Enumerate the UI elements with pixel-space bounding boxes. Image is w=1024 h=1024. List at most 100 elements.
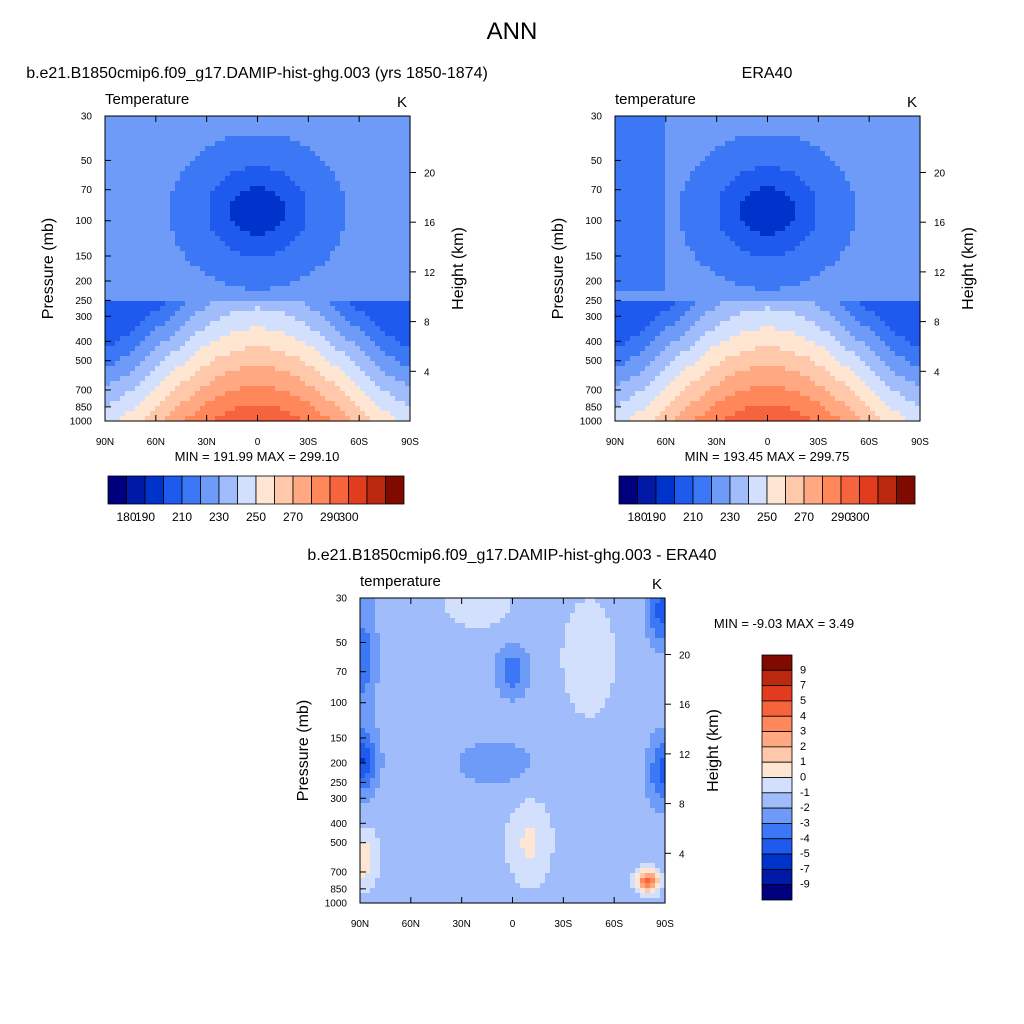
- contour-cell: [335, 121, 341, 127]
- contour-cell: [275, 131, 281, 137]
- contour-cell: [130, 166, 136, 172]
- contour-cell: [260, 191, 266, 197]
- contour-cell: [395, 366, 401, 372]
- contour-cell: [635, 151, 641, 157]
- contour-cell: [225, 221, 231, 227]
- contour-cell: [280, 286, 286, 292]
- contour-cell: [315, 176, 321, 182]
- contour-cell: [385, 346, 391, 352]
- contour-cell: [115, 251, 121, 257]
- contour-cell: [405, 256, 411, 262]
- contour-cell: [360, 261, 366, 267]
- y-tick-label: 30: [81, 112, 93, 123]
- contour-cell: [140, 321, 146, 327]
- contour-cell: [240, 411, 246, 417]
- contour-cell: [235, 331, 241, 337]
- contour-cell: [115, 271, 121, 277]
- contour-cell: [335, 206, 341, 212]
- contour-cell: [115, 331, 121, 337]
- contour-cell: [335, 246, 341, 252]
- contour-cell: [125, 321, 131, 327]
- contour-cell: [345, 131, 351, 137]
- contour-cell: [265, 221, 271, 227]
- contour-cell: [110, 401, 116, 407]
- contour-cell: [245, 221, 251, 227]
- contour-cell: [330, 146, 336, 152]
- contour-cell: [165, 221, 171, 227]
- contour-cell: [305, 371, 311, 377]
- contour-cell: [690, 166, 696, 172]
- contour-cell: [625, 281, 631, 287]
- contour-cell: [125, 121, 131, 127]
- contour-cell: [150, 196, 156, 202]
- contour-cell: [385, 131, 391, 137]
- contour-cell: [300, 151, 306, 157]
- contour-cell: [300, 371, 306, 377]
- contour-cell: [640, 236, 646, 242]
- contour-cell: [145, 336, 151, 342]
- contour-cell: [265, 286, 271, 292]
- contour-cell: [110, 151, 116, 157]
- contour-cell: [675, 351, 681, 357]
- contour-cell: [110, 406, 116, 412]
- contour-cell: [180, 241, 186, 247]
- contour-cell: [195, 326, 201, 332]
- contour-cell: [385, 241, 391, 247]
- contour-cell: [215, 281, 221, 287]
- contour-cell: [360, 181, 366, 187]
- contour-cell: [250, 351, 256, 357]
- contour-cell: [630, 241, 636, 247]
- contour-cell: [640, 256, 646, 262]
- contour-cell: [200, 361, 206, 367]
- contour-cell: [395, 156, 401, 162]
- contour-cell: [665, 191, 671, 197]
- contour-cell: [165, 161, 171, 167]
- contour-cell: [390, 226, 396, 232]
- contour-cell: [255, 191, 261, 197]
- contour-cell: [275, 126, 281, 132]
- contour-cell: [690, 126, 696, 132]
- contour-cell: [290, 216, 296, 222]
- contour-cell: [710, 226, 716, 232]
- contour-cell: [380, 226, 386, 232]
- contour-cell: [270, 356, 276, 362]
- contour-cell: [225, 366, 231, 372]
- contour-cell: [340, 236, 346, 242]
- contour-cell: [350, 336, 356, 342]
- contour-cell: [315, 171, 321, 177]
- contour-cell: [215, 206, 221, 212]
- contour-cell: [705, 196, 711, 202]
- contour-cell: [155, 126, 161, 132]
- contour-cell: [370, 301, 376, 307]
- contour-cell: [700, 381, 706, 387]
- contour-cell: [665, 181, 671, 187]
- contour-cell: [295, 291, 301, 297]
- contour-cell: [200, 371, 206, 377]
- contour-cell: [105, 151, 111, 157]
- contour-cell: [705, 151, 711, 157]
- contour-cell: [335, 161, 341, 167]
- contour-cell: [385, 211, 391, 217]
- contour-cell: [190, 326, 196, 332]
- contour-cell: [290, 401, 296, 407]
- contour-cell: [190, 236, 196, 242]
- contour-cell: [630, 416, 636, 422]
- contour-cell: [655, 216, 661, 222]
- contour-cell: [230, 351, 236, 357]
- contour-cell: [125, 386, 131, 392]
- contour-cell: [395, 286, 401, 292]
- contour-cell: [390, 186, 396, 192]
- contour-cell: [335, 181, 341, 187]
- contour-cell: [245, 311, 251, 317]
- contour-cell: [255, 206, 261, 212]
- contour-cell: [300, 181, 306, 187]
- contour-cell: [170, 201, 176, 207]
- contour-cell: [260, 346, 266, 352]
- contour-cell: [140, 311, 146, 317]
- contour-cell: [205, 406, 211, 412]
- contour-cell: [310, 256, 316, 262]
- contour-cell: [370, 316, 376, 322]
- contour-cell: [285, 396, 291, 402]
- contour-cell: [700, 361, 706, 367]
- contour-cell: [635, 126, 641, 132]
